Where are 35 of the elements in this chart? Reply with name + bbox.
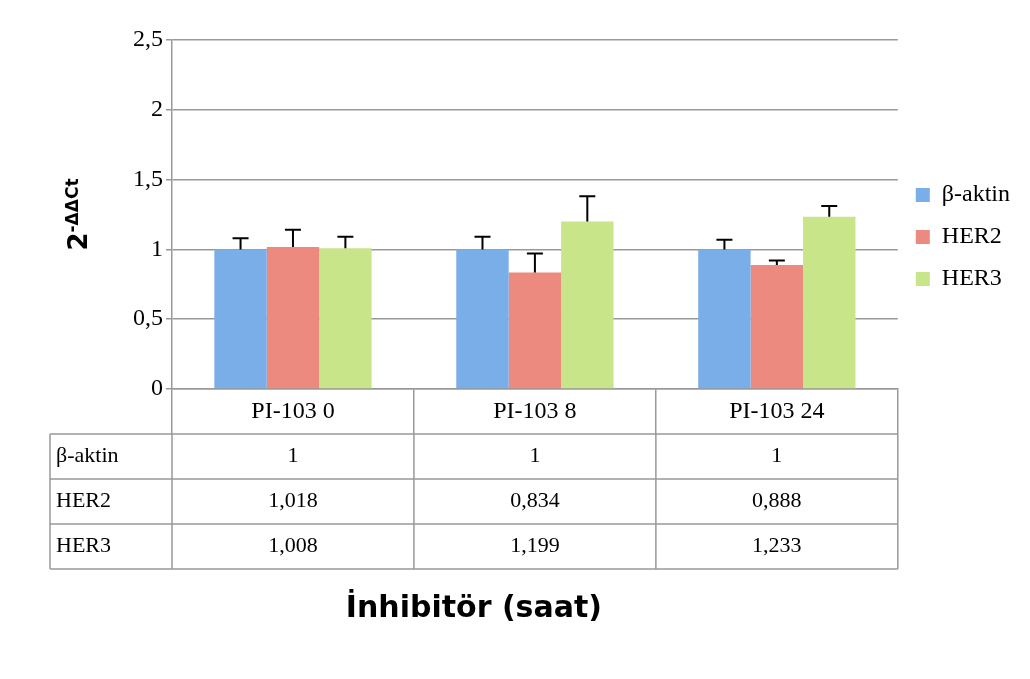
data-label: 0,888 xyxy=(752,487,802,513)
x-tick-label: PI-103 8 xyxy=(493,396,577,423)
y-tick-label: 1,5 xyxy=(133,164,163,191)
y-axis-title: 2-ΔΔCt xyxy=(62,178,93,251)
data-label: 1,008 xyxy=(268,532,318,558)
bar xyxy=(266,246,320,389)
y-tick-label: 1 xyxy=(151,234,163,261)
bar xyxy=(319,248,372,389)
x-tick-label: PI-103 0 xyxy=(251,396,335,423)
data-label: 1 xyxy=(771,442,783,468)
bar xyxy=(698,249,751,389)
bar xyxy=(561,221,614,389)
legend-label: HER2 xyxy=(941,222,1002,249)
data-label: 1 xyxy=(287,442,299,468)
bar xyxy=(750,265,804,389)
text: HER2 xyxy=(56,487,111,513)
text: İnhibitör (saat) xyxy=(345,588,603,624)
bar xyxy=(803,216,856,389)
y-tick-label: 2,5 xyxy=(133,25,163,52)
legend-label: HER3 xyxy=(941,264,1002,291)
text: HER3 xyxy=(56,532,111,558)
y-tick-label: 0,5 xyxy=(133,304,163,331)
data-label: 1,018 xyxy=(268,487,318,513)
data-label: 0,834 xyxy=(510,487,560,513)
bar xyxy=(214,249,267,389)
bar xyxy=(508,272,562,389)
y-tick-label: 2 xyxy=(151,95,163,122)
x-tick-label: PI-103 24 xyxy=(729,396,825,423)
data-label: 1 xyxy=(529,442,541,468)
legend-label: β-aktin xyxy=(941,180,1011,207)
text: β-aktin xyxy=(56,442,119,468)
data-label: 1,199 xyxy=(510,532,560,558)
data-label: 1,233 xyxy=(752,532,802,558)
bar xyxy=(456,249,509,389)
y-tick-label: 0 xyxy=(151,374,163,401)
